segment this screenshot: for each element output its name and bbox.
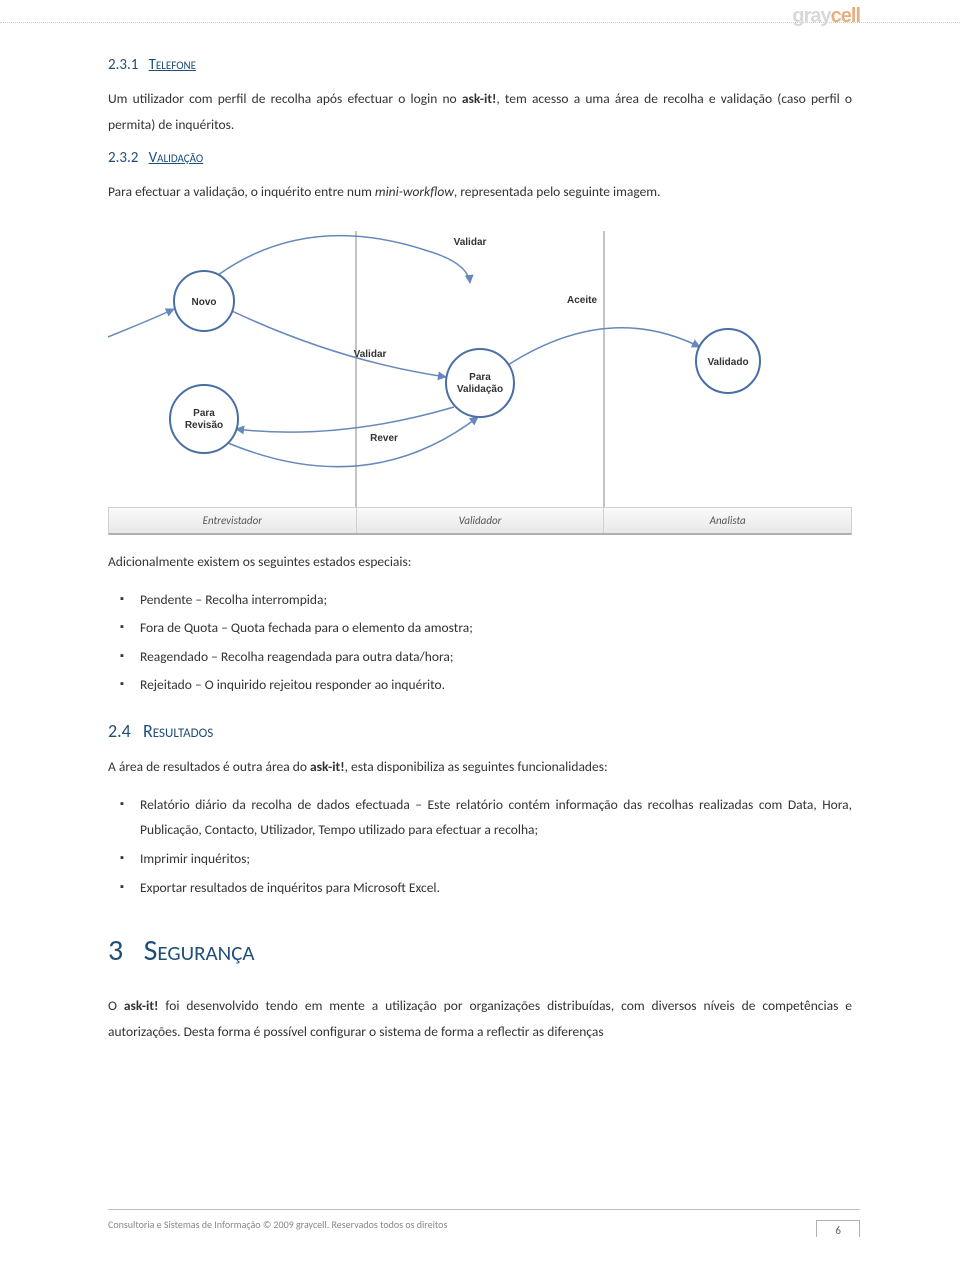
edge-label-rever: Rever	[370, 433, 398, 444]
heading-num: 2.3.2	[108, 149, 138, 167]
list-item: Exportar resultados de inquéritos para M…	[140, 875, 852, 901]
edge-label-validar: Validar	[354, 349, 387, 360]
paragraph-232: Para efectuar a validação, o inquérito e…	[108, 179, 852, 205]
role-validador: Validador	[357, 508, 605, 533]
node-revisao-label2: Revisão	[185, 420, 223, 431]
node-validado-label: Validado	[707, 357, 748, 368]
list-item: Reagendado – Recolha reagendada para out…	[140, 644, 852, 670]
paragraph-results: A área de resultados é outra área do ask…	[108, 754, 852, 780]
edge-novo-up	[218, 236, 470, 283]
list-item: Pendente – Recolha interrompida;	[140, 587, 852, 613]
edge-paravali-revisao	[236, 407, 454, 432]
node-revisao-label1: Para	[193, 408, 215, 419]
edge-novo-paravali	[232, 311, 446, 377]
heading-num: 2.3.1	[108, 56, 138, 74]
logo-part2: cell	[831, 5, 860, 27]
node-paravali	[446, 349, 514, 417]
role-entrevistador: Entrevistador	[109, 508, 357, 533]
node-novo-label: Novo	[192, 297, 217, 308]
workflow-diagram: Validar Validar Rever Aceite Novo Para R…	[108, 217, 852, 535]
edge-label-aceite: Aceite	[567, 295, 597, 306]
page-footer: Consultoria e Sistemas de Informação © 2…	[108, 1209, 860, 1231]
paragraph-additional: Adicionalmente existem os seguintes esta…	[108, 549, 852, 575]
heading-title: Telefone	[149, 56, 196, 74]
states-list: Pendente – Recolha interrompida; Fora de…	[108, 587, 852, 699]
heading-num: 2.4	[108, 720, 131, 742]
list-item: Fora de Quota – Quota fechada para o ele…	[140, 615, 852, 641]
brand-logo: graycell	[792, 5, 860, 28]
heading-232: 2.3.2 Validação	[108, 149, 852, 167]
edge-in-novo	[108, 309, 174, 341]
paragraph-seguranca: O ask-it! foi desenvolvido tendo em ment…	[108, 993, 852, 1044]
edge-label-validar-top: Validar	[454, 237, 487, 248]
role-analista: Analista	[604, 508, 851, 533]
list-item: Rejeitado – O inquirido rejeitou respond…	[140, 672, 852, 698]
heading-title: Validação	[149, 149, 204, 167]
page-number: 6	[816, 1220, 860, 1237]
footer-copyright: Consultoria e Sistemas de Informação © 2…	[108, 1218, 447, 1231]
role-bar: Entrevistador Validador Analista	[108, 507, 852, 535]
heading-3: 3 Segurança	[108, 932, 852, 969]
node-paravali-label2: Validação	[457, 384, 503, 395]
edge-revisao-paravali	[228, 417, 478, 467]
heading-231: 2.3.1 Telefone	[108, 56, 852, 74]
list-item: Relatório diário da recolha de dados efe…	[140, 792, 852, 843]
heading-24: 2.4 Resultados	[108, 720, 852, 742]
workflow-svg: Validar Validar Rever Aceite Novo Para R…	[108, 217, 852, 535]
logo-part1: gray	[792, 5, 830, 27]
heading-title: Resultados	[143, 720, 213, 742]
list-item: Imprimir inquéritos;	[140, 846, 852, 872]
heading-num: 3	[108, 932, 123, 969]
results-list: Relatório diário da recolha de dados efe…	[108, 792, 852, 901]
node-revisao	[170, 385, 238, 453]
node-paravali-label1: Para	[469, 372, 491, 383]
paragraph-231: Um utilizador com perfil de recolha após…	[108, 86, 852, 137]
heading-title: Segurança	[144, 932, 255, 969]
page-content: 2.3.1 Telefone Um utilizador com perfil …	[0, 0, 960, 1045]
